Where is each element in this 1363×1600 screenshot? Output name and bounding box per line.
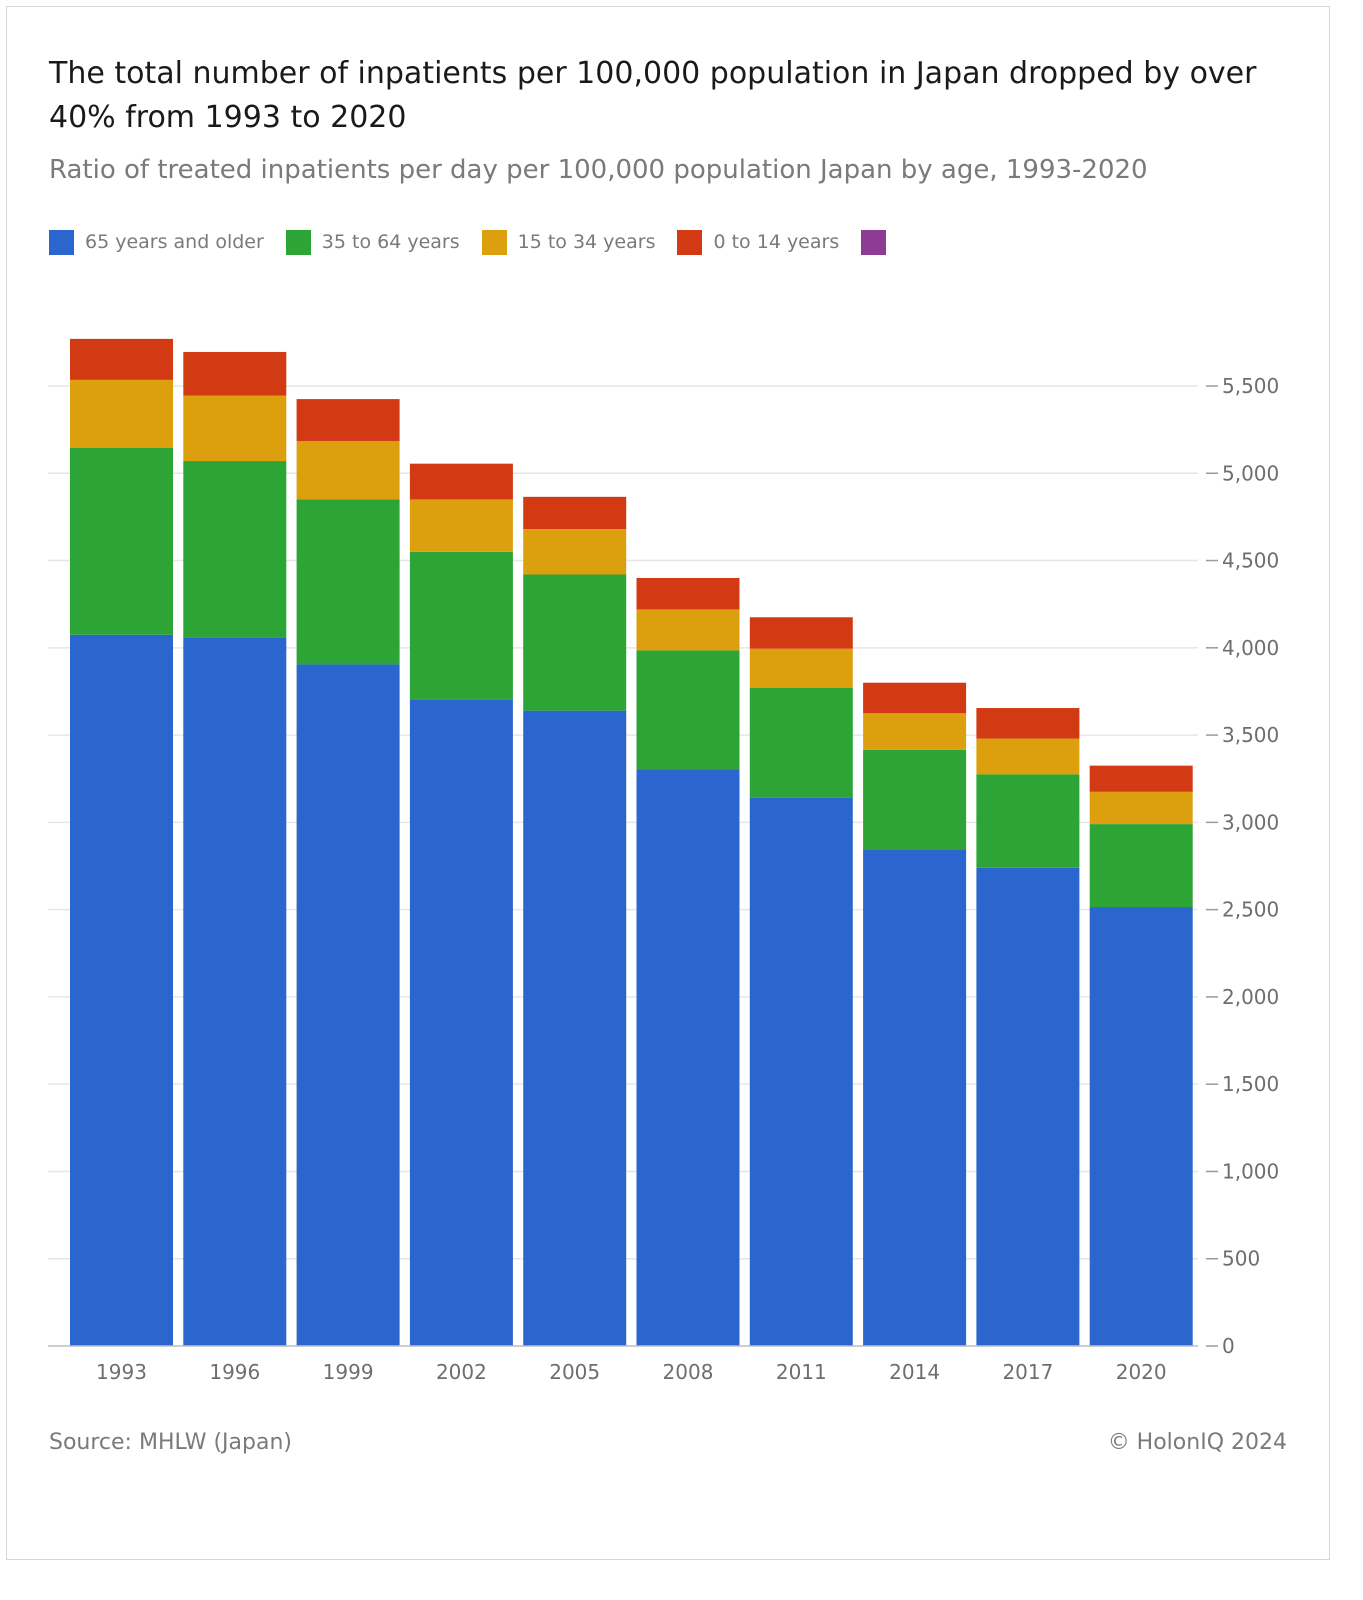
chart-title: The total number of inpatients per 100,0… (49, 56, 1257, 135)
bar-segment (296, 499, 400, 665)
y-tick-label: 2,000 (1222, 985, 1279, 1009)
bar-segment (863, 749, 967, 850)
stacked-bar-chart: 0 500 1,000 1,500 2,000 2,500 3,000 3,500 4,000 4… (48, 338, 1279, 1384)
bar-segment (976, 738, 1080, 775)
bar-segment (863, 682, 967, 714)
legend-swatch (677, 229, 703, 255)
bar-segment (70, 338, 173, 380)
y-tick-label: 3,500 (1222, 723, 1279, 747)
bar-segment (296, 664, 400, 1346)
chart-subtitle: Ratio of treated inpatients per day per … (49, 155, 1148, 185)
bar-segment (183, 351, 287, 396)
legend-label: 0 to 14 years (713, 231, 840, 253)
bar-segment (1089, 791, 1193, 825)
bar-segment (636, 650, 740, 770)
y-tick-label: 3,000 (1222, 810, 1279, 834)
bar-segment (1089, 765, 1193, 792)
bar-segment (976, 708, 1080, 739)
y-tick-label: 1,000 (1222, 1159, 1279, 1183)
x-tick-label: 1993 (96, 1360, 147, 1384)
x-tick-label: 1999 (323, 1360, 374, 1384)
y-tick-label: 1,500 (1222, 1072, 1279, 1096)
bar-segment (409, 463, 513, 500)
bar-segment (636, 769, 740, 1346)
bar-segment (1089, 907, 1193, 1346)
y-tick-label: 2,500 (1222, 898, 1279, 922)
bar-segment (863, 713, 967, 750)
y-tick-label: 5,500 (1222, 374, 1279, 398)
bar-segment (296, 399, 400, 441)
legend-item[interactable]: 15 to 34 years (481, 229, 656, 255)
y-tick-label: 500 (1222, 1247, 1260, 1271)
bar-segment (409, 551, 513, 700)
y-tick-label: 5,000 (1222, 461, 1279, 485)
source-note: Source: MHLW (Japan) (49, 1430, 292, 1455)
bar-segment (523, 710, 627, 1346)
legend-swatch (481, 229, 507, 255)
x-tick-label: 2020 (1116, 1360, 1167, 1384)
bar-segment (409, 499, 513, 552)
bar-segment (976, 867, 1080, 1346)
legend-swatch (285, 229, 311, 255)
y-tick-label: 4,000 (1222, 636, 1279, 660)
bar-segment (183, 395, 287, 462)
bar-segment (749, 687, 853, 798)
bar-segment (523, 529, 627, 575)
bar-segment (636, 578, 740, 610)
legend-swatch-extra (861, 229, 887, 255)
chart-frame (6, 6, 1330, 1560)
x-tick-label: 2008 (663, 1360, 714, 1384)
y-tick-label: 0 (1222, 1334, 1235, 1358)
bar-segment (749, 797, 853, 1346)
legend-label: 15 to 34 years (517, 231, 656, 253)
bar-segment (749, 648, 853, 688)
legend-item[interactable]: 0 to 14 years (677, 229, 840, 255)
legend-item[interactable]: 65 years and older (49, 229, 264, 255)
y-tick-label: 4,500 (1222, 549, 1279, 573)
bar-segment (183, 461, 287, 638)
bar-segment (183, 637, 287, 1346)
x-tick-label: 2011 (776, 1360, 827, 1384)
x-tick-label: 2017 (1002, 1360, 1053, 1384)
bar-segment (636, 609, 740, 651)
bar-segment (749, 617, 853, 649)
x-tick-label: 2005 (549, 1360, 600, 1384)
copyright-note: © HolonIQ 2024 (1107, 1430, 1287, 1455)
bar-segment (1089, 824, 1193, 908)
legend-label: 65 years and older (85, 231, 264, 253)
bar-segment (296, 440, 400, 500)
x-tick-label: 2014 (889, 1360, 940, 1384)
bar-segment (409, 699, 513, 1346)
bar-segment (523, 574, 627, 711)
bar-segment (70, 379, 173, 448)
bar-segment (70, 447, 173, 635)
legend-swatch (49, 229, 74, 255)
bar-segment (523, 496, 627, 530)
x-tick-label: 1996 (209, 1360, 260, 1384)
chart-legend: 65 years and older 35 to 64 years 15 to 34… (49, 229, 897, 255)
bar-segment (976, 774, 1080, 868)
legend-item[interactable]: 35 to 64 years (285, 229, 460, 255)
bar-segment (863, 849, 967, 1346)
legend-label: 35 to 64 years (321, 231, 460, 253)
bar-segment (70, 634, 173, 1346)
x-tick-label: 2002 (436, 1360, 487, 1384)
